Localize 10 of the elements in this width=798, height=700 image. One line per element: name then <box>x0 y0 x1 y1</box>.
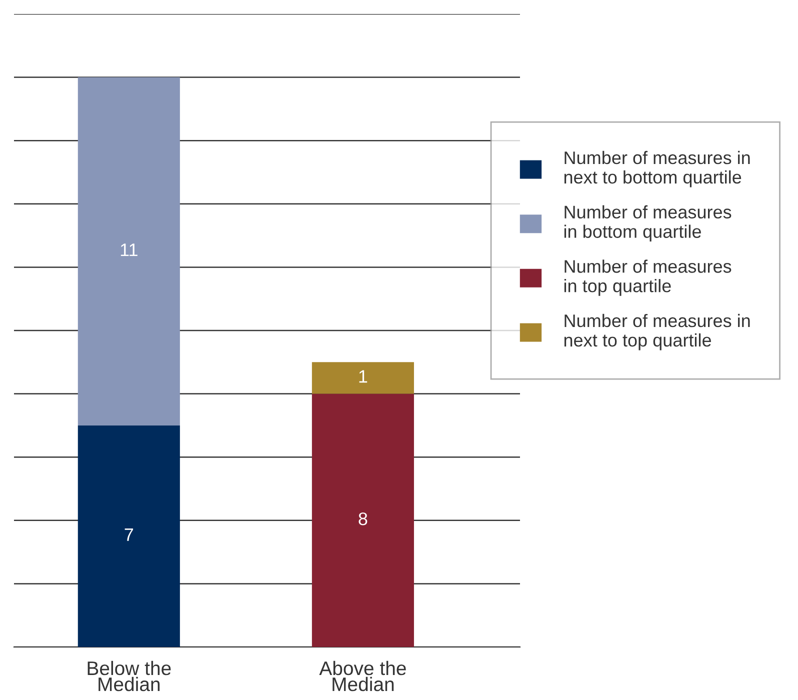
data-label: 7 <box>124 528 134 541</box>
data-label: 8 <box>358 512 368 526</box>
x-tick-label: Below the Median <box>88 660 171 692</box>
legend-label: Number of measures in bottom quartile <box>564 205 732 242</box>
legend-label: Number of measures in top quartile <box>564 260 732 296</box>
legend-label: Number of measures in next to top quartile <box>564 314 750 350</box>
data-label: 1 <box>359 370 368 383</box>
data-label: 11 <box>120 244 138 256</box>
legend-label: Number of measures in next to bottom quartile <box>564 150 750 188</box>
x-tick-label: Above the Median <box>319 660 406 692</box>
